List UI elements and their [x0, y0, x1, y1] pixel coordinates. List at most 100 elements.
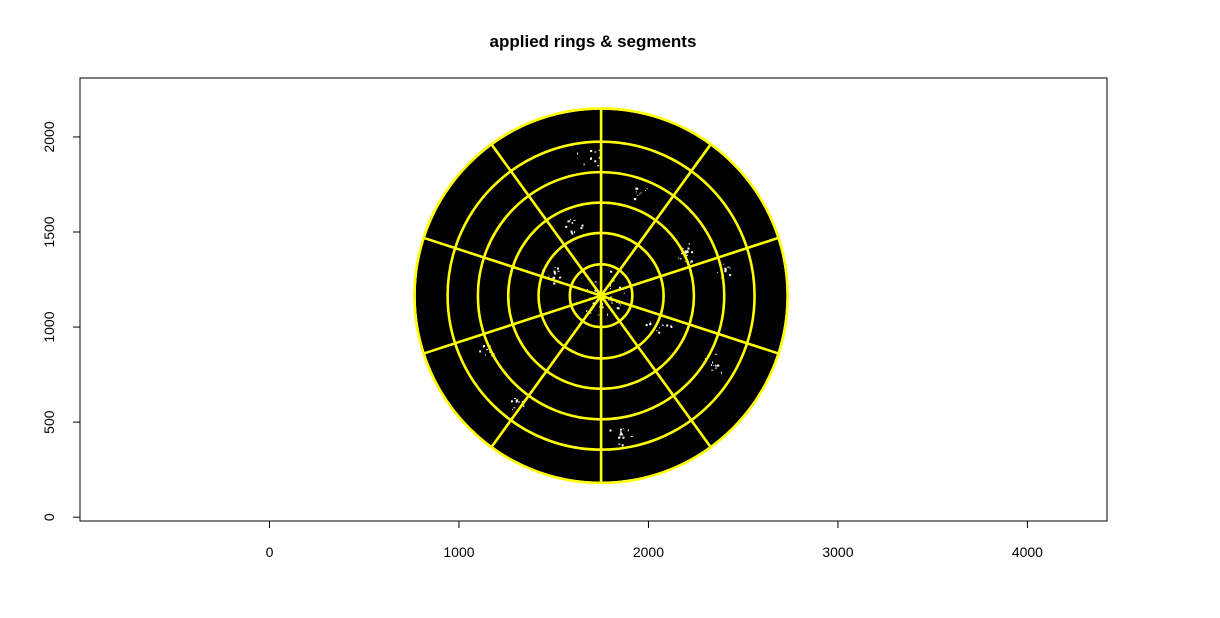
- speck: [720, 371, 722, 374]
- speck: [483, 346, 485, 348]
- speck: [592, 302, 595, 305]
- speck: [573, 219, 576, 221]
- speck: [598, 156, 600, 159]
- segment-line-10: [600, 294, 779, 355]
- speck: [627, 429, 629, 432]
- speck: [618, 436, 621, 439]
- speck: [645, 324, 648, 327]
- speck: [594, 289, 597, 292]
- speck: [557, 270, 560, 272]
- speck: [646, 188, 648, 190]
- speck: [565, 225, 568, 228]
- y-axis: 0 500 1000 1500 2000: [41, 121, 81, 521]
- speck: [724, 267, 727, 270]
- speck: [684, 261, 686, 263]
- speck: [483, 345, 486, 347]
- speck: [622, 428, 624, 430]
- segment-line-4: [490, 143, 603, 297]
- speck: [608, 299, 610, 301]
- speck: [619, 433, 621, 436]
- speck: [517, 399, 519, 401]
- speck: [569, 220, 571, 222]
- speck: [688, 243, 690, 245]
- speck: [618, 302, 620, 305]
- speck: [687, 250, 689, 252]
- speck: [553, 282, 556, 285]
- speck: [484, 354, 486, 356]
- speck: [580, 227, 583, 230]
- speck: [515, 399, 518, 402]
- speck: [619, 286, 621, 289]
- speck: [686, 250, 688, 253]
- speck: [710, 364, 712, 367]
- speck: [609, 429, 612, 432]
- speck: [633, 198, 636, 201]
- speck: [720, 277, 722, 279]
- speck: [586, 310, 588, 313]
- speck: [572, 221, 574, 224]
- y-tick-label: 1500: [41, 216, 57, 247]
- speck: [574, 231, 576, 234]
- speck: [616, 307, 619, 310]
- x-tick-label: 0: [266, 544, 274, 560]
- speck: [510, 400, 513, 403]
- speck: [622, 436, 625, 439]
- speck: [587, 288, 588, 291]
- speck: [609, 288, 611, 290]
- speck: [515, 400, 517, 403]
- speck: [661, 324, 664, 326]
- x-tick-label: 1000: [443, 544, 474, 560]
- segment-line-1: [600, 236, 779, 297]
- speck: [623, 292, 625, 294]
- speck: [590, 150, 593, 152]
- speck: [650, 321, 652, 323]
- speck: [637, 194, 639, 196]
- speck: [489, 345, 491, 347]
- speck: [717, 364, 719, 367]
- x-tick-label: 4000: [1012, 544, 1043, 560]
- speck: [618, 443, 621, 445]
- speck: [607, 313, 609, 316]
- speck: [723, 263, 725, 265]
- speck: [713, 365, 715, 366]
- speck: [583, 163, 585, 166]
- segment-line-5: [423, 236, 602, 297]
- speck: [598, 314, 600, 316]
- segment-line-9: [600, 294, 712, 448]
- speck: [594, 281, 597, 283]
- speck: [590, 157, 592, 160]
- speck: [552, 277, 554, 280]
- chart-title: applied rings & segments: [490, 32, 697, 51]
- y-tick-label: 2000: [41, 121, 57, 152]
- speck: [610, 296, 613, 298]
- speck: [687, 247, 690, 250]
- speck: [714, 353, 717, 355]
- speck: [513, 407, 516, 409]
- speck: [486, 349, 489, 351]
- speck: [729, 274, 732, 277]
- speck: [712, 361, 713, 364]
- speck: [590, 157, 592, 159]
- speck: [610, 270, 613, 273]
- speck: [601, 306, 604, 309]
- speck: [571, 232, 574, 235]
- speck: [724, 269, 726, 272]
- speck: [679, 258, 682, 260]
- speck: [512, 408, 514, 410]
- speck: [523, 404, 525, 407]
- segment-line-6: [423, 294, 602, 355]
- speck: [557, 267, 559, 270]
- speck: [659, 327, 660, 329]
- speck: [682, 248, 684, 250]
- speck: [685, 252, 687, 255]
- speck: [677, 257, 679, 259]
- x-axis: 0 1000 2000 3000 4000: [266, 520, 1043, 560]
- plot-area: [413, 107, 790, 485]
- speck: [479, 350, 482, 353]
- y-tick-label: 500: [41, 410, 57, 434]
- speck: [548, 275, 550, 277]
- speck: [620, 431, 622, 434]
- speck: [688, 243, 690, 245]
- speck: [577, 152, 579, 155]
